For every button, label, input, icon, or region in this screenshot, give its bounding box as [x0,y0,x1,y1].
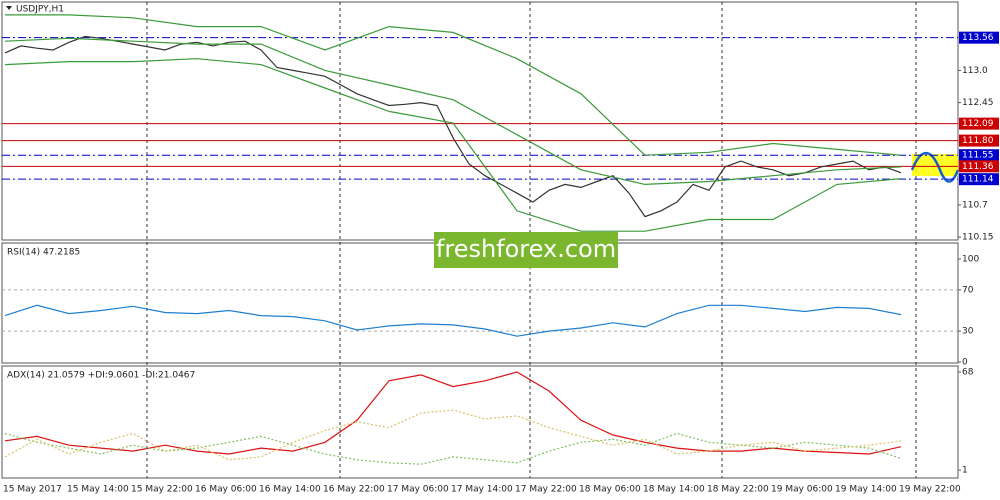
price-label-box [959,134,999,147]
time-label: 15 May 14:00 [67,485,129,495]
time-label: 18 May 22:00 [707,485,769,495]
time-label: 16 May 06:00 [195,485,257,495]
time-label: 15 May 22:00 [131,485,193,495]
forecast-zone [912,154,958,176]
price-label: 113.56 [962,33,994,43]
y-tick-label: 68 [962,368,974,378]
time-label: 18 May 06:00 [579,485,641,495]
time-label: 19 May 14:00 [835,485,897,495]
time-label: 17 May 06:00 [387,485,449,495]
indicator-title: RSI(14) 47.2185 [7,248,80,258]
y-tick-label: 113.0 [962,66,988,76]
time-label: 19 May 22:00 [899,485,961,495]
day-separators [146,2,917,478]
indicator-title: ADX(14) 21.0579 +DI:9.0601 -DI:21.0467 [7,371,195,381]
time-label: 16 May 22:00 [323,485,385,495]
y-tick-label: 110.7 [962,200,988,210]
series-line [4,58,902,232]
series-line [4,432,902,465]
time-label: 19 May 06:00 [771,485,833,495]
price-label-box [959,149,999,162]
symbol-title: USDJPY,H1 [16,5,64,15]
series-line [4,371,902,455]
time-label: 18 May 14:00 [643,485,705,495]
price-label: 111.36 [962,162,994,172]
price-label-box [959,117,999,130]
y-tick-label: 112.45 [962,98,994,108]
watermark: freshforex.com [436,235,616,263]
price-label-box [959,31,999,44]
series-line [4,409,902,461]
y-tick-label: 70 [962,285,974,295]
price-label: 112.09 [962,119,994,129]
series-line [4,304,902,337]
y-tick-label: 1 [962,466,968,476]
price-label: 111.80 [962,136,994,146]
series-line [4,35,902,218]
series-line [5,14,902,156]
y-tick-label: 30 [962,327,974,337]
y-tick-label: 110.15 [962,233,994,243]
watermark-box [434,232,618,268]
time-label: 17 May 14:00 [451,485,513,495]
menu-arrow[interactable] [6,6,12,10]
adx-panel [1,365,959,479]
time-label: 17 May 22:00 [515,485,577,495]
time-label: 16 May 14:00 [259,485,321,495]
price-label-box [959,173,999,186]
price-label: 111.55 [962,151,994,161]
time-label: 15 May 2017 [3,485,62,495]
price-label: 111.14 [962,175,994,185]
price-label-box [959,160,999,173]
y-tick-label: 100 [962,254,979,264]
y-tick-label: 0 [962,357,968,367]
series-line [4,37,902,186]
